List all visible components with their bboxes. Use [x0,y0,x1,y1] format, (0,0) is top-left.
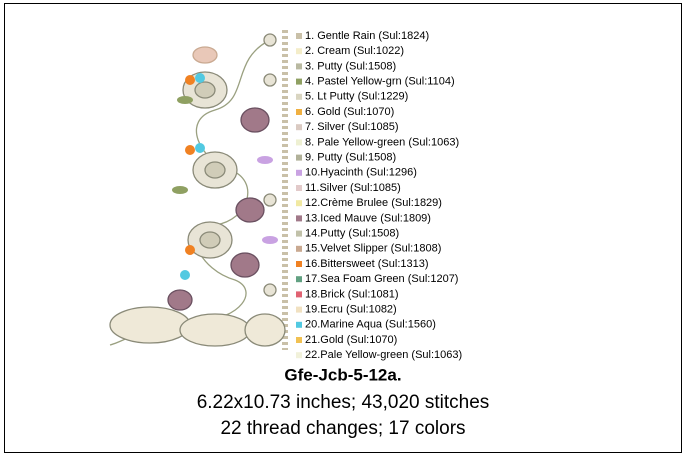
thread-label: 18.Brick (Sul:1081) [305,288,399,300]
thread-swatch [296,231,302,237]
thread-label: 11.Silver (Sul:1085) [305,182,401,194]
thread-label: 1. Gentle Rain (Sul:1824) [305,30,429,42]
thread-label: 17.Sea Foam Green (Sul:1207) [305,273,458,285]
thread-swatch [296,63,302,69]
thread-swatch [296,124,302,130]
thread-swatch [296,322,302,328]
thread-swatch [296,215,302,221]
thread-swatch [296,48,302,54]
thread-label: 19.Ecru (Sul:1082) [305,304,397,316]
thread-swatch [296,276,302,282]
thread-swatch [296,352,302,358]
thread-swatch [296,200,302,206]
product-card: 1. Gentle Rain (Sul:1824) 2. Cream (Sul:1… [0,0,686,457]
thread-swatch [296,79,302,85]
thread-label: 2. Cream (Sul:1022) [305,45,404,57]
thread-label: 8. Pale Yellow-green (Sul:1063) [305,136,459,148]
thread-label: 14.Putty (Sul:1508) [305,228,399,240]
thread-label: 20.Marine Aqua (Sul:1560) [305,319,436,331]
thread-swatch [296,109,302,115]
thread-swatch [296,185,302,191]
thread-swatch [296,337,302,343]
thread-label: 3. Putty (Sul:1508) [305,60,396,72]
thread-label: 7. Silver (Sul:1085) [305,121,399,133]
thread-label: 4. Pastel Yellow-grn (Sul:1104) [305,76,455,88]
design-name: Gfe-Jcb-5-12a. [284,365,401,384]
size-line: 6.22x10.73 inches; 43,020 stitches [197,392,490,413]
thread-label: 5. Lt Putty (Sul:1229) [305,91,408,103]
thread-swatch [296,307,302,313]
thread-swatch [296,246,302,252]
thread-label: 6. Gold (Sul:1070) [305,106,394,118]
thread-label: 10.Hyacinth (Sul:1296) [305,167,417,179]
thread-swatch [296,94,302,100]
thread-label: 16.Bittersweet (Sul:1313) [305,258,429,270]
thread-swatch [296,291,302,297]
count-line: 22 thread changes; 17 colors [220,418,465,439]
thread-label: 21.Gold (Sul:1070) [305,334,397,346]
thread-label: 13.Iced Mauve (Sul:1809) [305,212,431,224]
thread-swatch [296,139,302,145]
thread-swatch [296,33,302,39]
thread-swatch [296,261,302,267]
thread-label: 15.Velvet Slipper (Sul:1808) [305,243,441,255]
thread-label: 12.Crème Brulee (Sul:1829) [305,197,442,209]
thread-label: 22.Pale Yellow-green (Sul:1063) [305,349,462,361]
thread-swatch [296,155,302,161]
thread-label: 9. Putty (Sul:1508) [305,152,396,164]
thread-swatch [296,170,302,176]
